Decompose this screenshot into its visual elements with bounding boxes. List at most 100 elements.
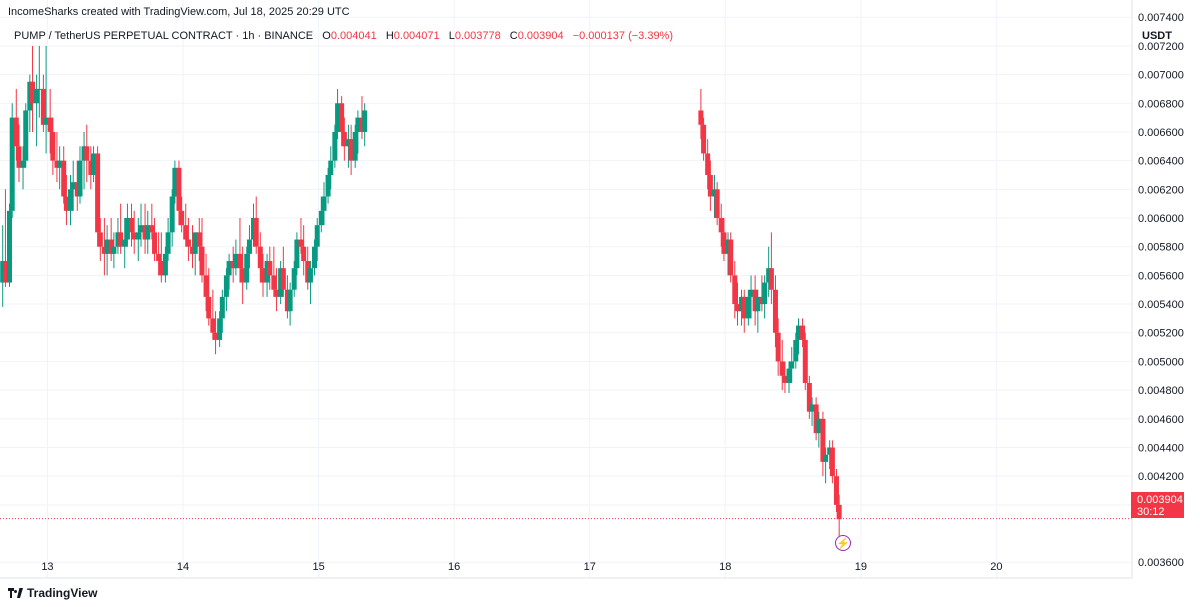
price-tick-label: 0.005000 [1138,356,1184,368]
candle-body [332,131,338,161]
high-value: 0.004071 [393,30,440,42]
candle-body [352,131,358,161]
candle-body [47,117,53,132]
candle-body [23,110,29,161]
candle-body [36,88,42,90]
candle-body [766,268,772,283]
candle-body [138,225,144,233]
close-label: C [509,30,518,42]
candle-body [339,103,345,132]
candle-body [312,246,318,269]
candle-body [809,404,815,412]
candle-body [74,182,80,197]
candle-body [156,253,162,262]
time-axis: 13 14 15 16 17 18 19 20 [41,561,1002,573]
candle-body [240,268,246,283]
candle-body [755,296,761,312]
price-tick-label: 0.004800 [1138,385,1184,397]
candle-body [294,239,300,269]
lightning-event-icon[interactable]: ⚡ [835,535,851,551]
tradingview-logo[interactable]: TradingView [8,586,97,600]
time-tick-label: 17 [584,561,596,573]
candle-body [359,117,365,132]
candle-body [226,261,232,276]
price-tick-label: 0.005800 [1138,242,1184,254]
candle-body [145,225,151,240]
candle-body [199,246,205,276]
candle-body [779,361,785,376]
candle-body [61,160,67,197]
candle-body [833,476,839,505]
candle-body [725,239,731,254]
price-tick-label: 0.006000 [1138,213,1184,225]
price-tick-label: 0.005600 [1138,270,1184,282]
candle-body [2,261,8,283]
candle-body [206,296,212,319]
close-value: 0.003904 [517,30,564,42]
low-label: L [448,30,455,42]
candle-body [67,189,73,211]
price-tick-label: 0.004200 [1138,471,1184,483]
candle-body [165,232,171,254]
candle-body [115,232,121,247]
candle-body [732,275,738,305]
candle-body [291,268,297,290]
time-tick-label: 19 [855,561,867,573]
candle-body [149,225,155,233]
candle-body [13,117,19,147]
candle-body [768,268,774,290]
price-tick-label: 0.004600 [1138,414,1184,426]
candle-body [129,218,135,233]
candle-body [264,261,270,283]
open-value: 0.004041 [330,30,377,42]
price-tick-label: 0.004400 [1138,442,1184,454]
candle-body [9,117,15,211]
candle-body [213,332,219,340]
candle-body [81,146,87,161]
candle-body [237,253,243,269]
candle-body [179,210,185,226]
candle-body [318,210,324,226]
time-tick-label: 13 [41,561,53,573]
candle-body [6,210,12,283]
candle-body [230,261,236,269]
candle-body [91,153,97,175]
price-tick-label: 0.006400 [1138,156,1184,168]
candle-body [223,275,229,297]
candle-body [43,117,49,125]
price-tick-label: 0.007400 [1138,12,1184,24]
candle-body [118,232,124,247]
candle-body [172,167,178,197]
candle-body [759,296,765,305]
symbol-title[interactable]: PUMP / TetherUS PERPETUAL CONTRACT · 1h … [14,30,314,42]
candle-body [183,225,189,240]
candle-body [192,232,198,254]
open-label: O [322,30,331,42]
candle-body [251,218,257,240]
high-label: H [385,30,394,42]
candle-body [233,253,239,269]
low-value: 0.003778 [454,30,501,42]
candle-body [267,261,273,276]
candle-body [711,189,717,197]
candle-body [341,131,347,147]
candle-body [152,232,158,254]
price-tick-label: 0.006200 [1138,184,1184,196]
candle-body [111,246,117,254]
candle-body [796,325,802,340]
candle-body [816,418,822,434]
candle-body [196,232,202,247]
candle-body [280,268,286,290]
price-tick-label: 0.006600 [1138,127,1184,139]
candle-body [57,160,63,168]
candle-body [335,103,341,132]
candle-body [739,296,745,312]
candle-body [142,225,148,240]
candle-body [162,253,168,276]
candle-body [287,289,293,312]
candle-body [27,81,33,111]
candle-body [135,232,141,240]
candle-body [122,239,128,247]
candle-body [50,131,56,161]
